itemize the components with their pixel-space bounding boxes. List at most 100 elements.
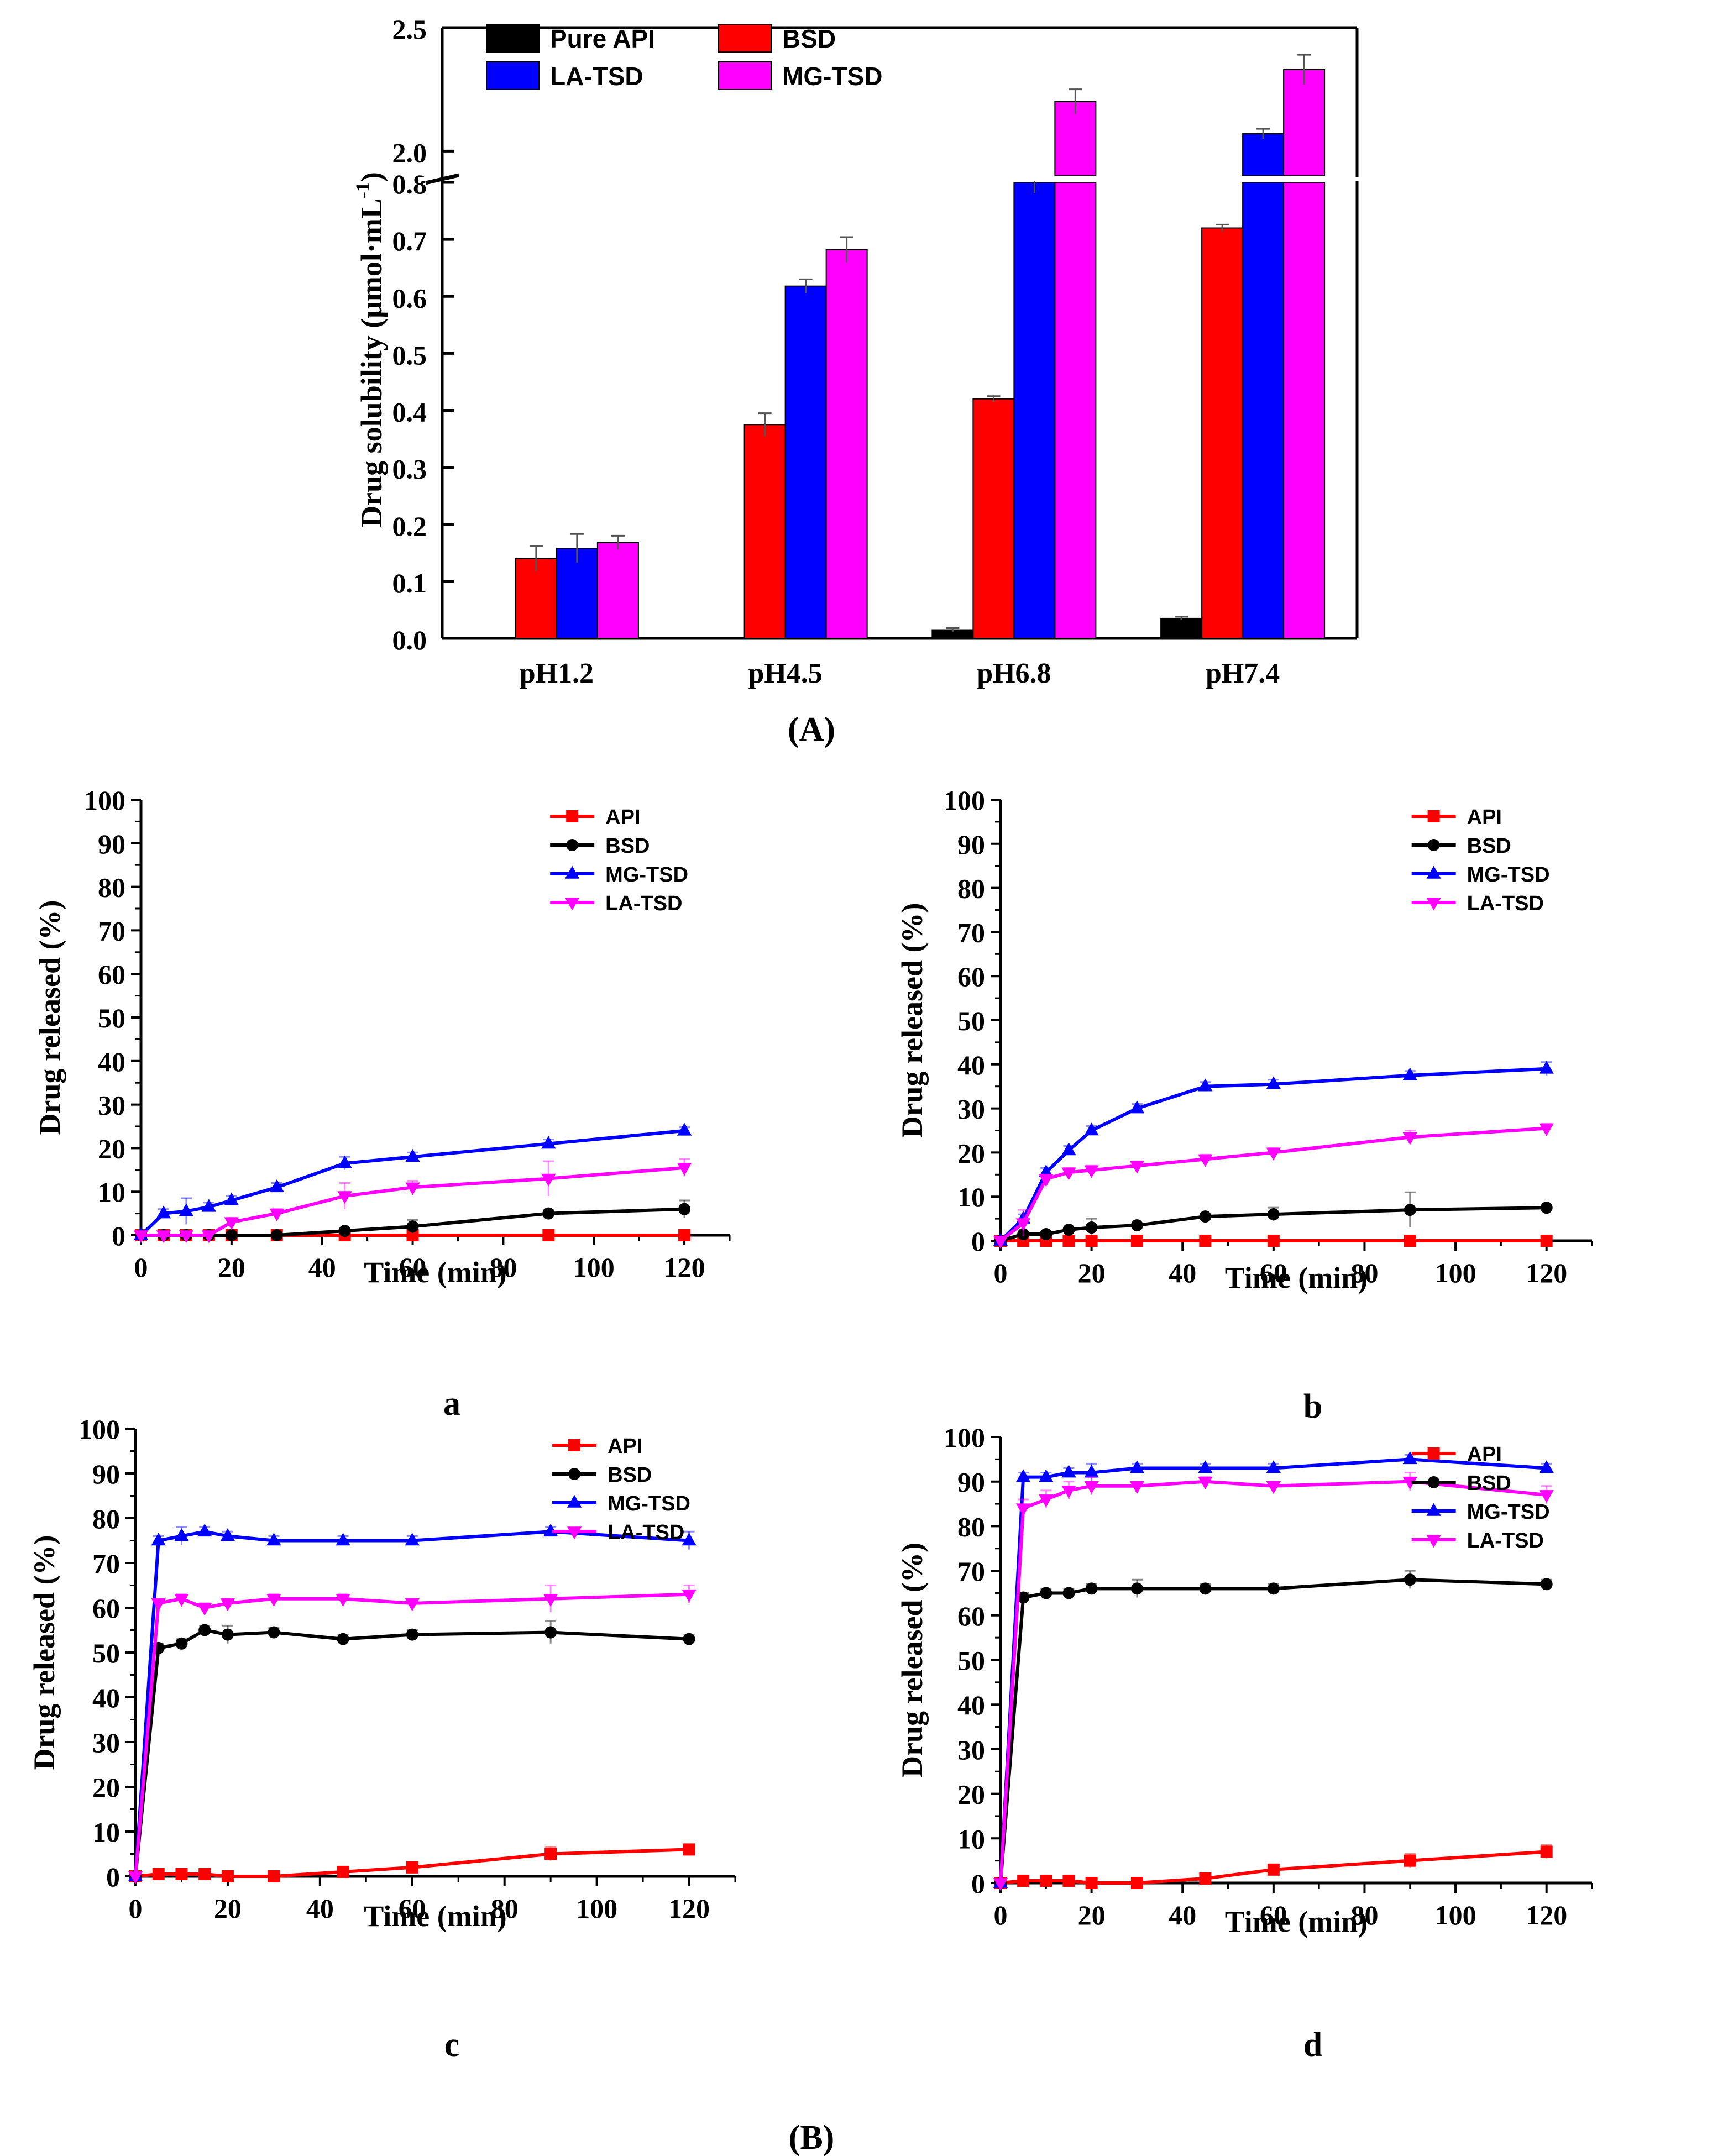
y-tick-label-a: 10 (98, 1177, 125, 1208)
marker-api-c (268, 1870, 280, 1882)
marker-mg-tsd-c (197, 1524, 212, 1537)
y-tick-label-c: 100 (78, 1414, 120, 1445)
bar-y-tick-label: 0.8 (392, 169, 427, 200)
bar-x-tick-label: pH6.8 (977, 658, 1051, 689)
y-tick-label-a: 40 (98, 1046, 125, 1077)
panel-label-c: c (444, 2026, 460, 2064)
legend-marker-mg-tsd-d (1426, 1503, 1441, 1516)
marker-bsd-d (1404, 1573, 1416, 1586)
marker-la-tsd-b (1539, 1123, 1554, 1136)
marker-la-tsd-b (1402, 1132, 1417, 1145)
marker-bsd-c (683, 1633, 695, 1645)
bar-mg-tsd-ph45 (825, 249, 868, 639)
marker-api-b (1267, 1235, 1280, 1247)
marker-la-tsd-d (1039, 1494, 1054, 1508)
marker-bsd-d (1130, 1582, 1143, 1595)
x-tick-label-d: 20 (1078, 1900, 1106, 1931)
y-tick-label-d: 0 (971, 1868, 985, 1899)
marker-la-tsd-c (220, 1598, 235, 1612)
marker-api-d (1267, 1863, 1280, 1876)
marker-mg-tsd-b (1266, 1076, 1281, 1089)
x-tick-label-a: 20 (218, 1252, 245, 1283)
marker-la-tsd-c (151, 1598, 166, 1612)
marker-api-c (175, 1868, 188, 1880)
y-tick-label-d: 10 (957, 1823, 985, 1854)
x-tick-label-c: 40 (306, 1893, 334, 1924)
y-tick-label-b: 50 (957, 1005, 985, 1036)
marker-api-a (406, 1229, 419, 1241)
bar-mg-tsd-ph12 (596, 542, 639, 639)
y-tick-label-b: 20 (957, 1137, 985, 1168)
x-tick-label-d: 120 (1526, 1900, 1567, 1931)
panel-label-a: a (443, 1385, 460, 1423)
legend-marker-la-tsd-b (1426, 898, 1441, 911)
bar-bsd-ph12 (515, 558, 557, 639)
chart-panel-c: 0 10 20 30 40 50 60 70 80 90 100 0 20 40 60 80 100 120 Tim… (28, 1414, 736, 2064)
marker-la-tsd-b (1039, 1174, 1054, 1187)
marker-la-tsd-b (1266, 1147, 1281, 1161)
marker-bsd-d (1085, 1582, 1098, 1595)
marker-mg-tsd-d (1039, 1469, 1054, 1482)
x-tick-label-a: 120 (664, 1252, 705, 1283)
x-tick-label-b: 120 (1526, 1257, 1567, 1288)
marker-api-b (1404, 1235, 1416, 1247)
marker-bsd-b (1540, 1202, 1553, 1214)
marker-bsd-a (542, 1207, 555, 1220)
marker-mg-tsd-b (1084, 1122, 1099, 1136)
legend-marker-la-tsd-d (1426, 1535, 1441, 1548)
series-line-bsd-d (999, 1578, 1547, 1884)
marker-bsd-a (406, 1220, 419, 1233)
legend-label-la-tsd-d: LA-TSD (1467, 1529, 1544, 1552)
legend-label-bsd-b: BSD (1467, 835, 1511, 858)
marker-bsd-b (1199, 1210, 1212, 1223)
series-line-la-tsd-b (999, 1126, 1547, 1242)
marker-mg-tsd-c (405, 1533, 420, 1546)
y-tick-label-a: 20 (98, 1133, 125, 1164)
marker-la-tsd-a (541, 1173, 556, 1187)
marker-la-tsd-c (174, 1594, 189, 1607)
bar-mg-tsd-ph74 (1283, 182, 1326, 639)
marker-api-d (1404, 1854, 1416, 1867)
marker-api-c (406, 1861, 418, 1874)
marker-bsd-d (1040, 1587, 1052, 1599)
marker-mg-tsd-a (541, 1136, 556, 1149)
marker-api-d (1540, 1845, 1553, 1858)
x-tick-label-a: 80 (489, 1252, 517, 1283)
y-axis-title-c: Drug released (%) (28, 1535, 61, 1770)
marker-la-tsd-a (179, 1230, 194, 1244)
y-tick-label-c: 50 (92, 1638, 120, 1669)
marker-mg-tsd-c (682, 1533, 697, 1546)
marker-bsd-c (337, 1633, 349, 1645)
marker-mg-tsd-d (1015, 1469, 1031, 1482)
marker-api-d (1040, 1874, 1052, 1887)
marker-mg-tsd-d (1402, 1451, 1417, 1465)
bar-y-tick-label: 0.6 (392, 282, 427, 313)
y-tick-label-c: 20 (92, 1772, 120, 1803)
marker-la-tsd-b (1084, 1165, 1099, 1178)
chart-panel-b: 0 10 20 30 40 50 60 70 80 90 100 0 20 40 60 80 100 120 Tim… (896, 785, 1593, 1425)
x-tick-label-c: 60 (399, 1893, 426, 1924)
legend-pure-api-label: Pure API (550, 24, 655, 53)
x-tick-label-c: 100 (576, 1893, 617, 1924)
chart-panel-d: 0 10 20 30 40 50 60 70 80 90 100 0 20 40 60 80 100 120 Tim… (896, 1422, 1593, 2064)
x-tick-label-c: 120 (668, 1893, 710, 1924)
legend-marker-mg-tsd-a (564, 865, 580, 879)
marker-bsd-b (1404, 1204, 1416, 1216)
marker-api-a (542, 1229, 555, 1241)
y-tick-label-b: 0 (971, 1226, 985, 1257)
marker-la-tsd-b (1129, 1161, 1145, 1174)
legend-bsd-swatch (718, 24, 772, 53)
marker-la-tsd-d (1266, 1481, 1281, 1494)
y-tick-label-a: 100 (84, 785, 125, 816)
marker-la-tsd-d (993, 1878, 1008, 1891)
marker-api-d (1130, 1877, 1143, 1889)
x-tick-label-a: 0 (134, 1252, 148, 1283)
y-tick-label-c: 80 (92, 1503, 120, 1534)
marker-mg-tsd-a (269, 1179, 284, 1193)
bar-y-axis-title: Drug solubility (μmol·mL-1) (352, 172, 388, 527)
legend-marker-api-d (1427, 1447, 1440, 1460)
marker-bsd-a (678, 1203, 691, 1215)
marker-mg-tsd-c (151, 1533, 166, 1546)
marker-bsd-b (1017, 1228, 1030, 1241)
bar-la-tsd-ph74 (1242, 182, 1285, 639)
